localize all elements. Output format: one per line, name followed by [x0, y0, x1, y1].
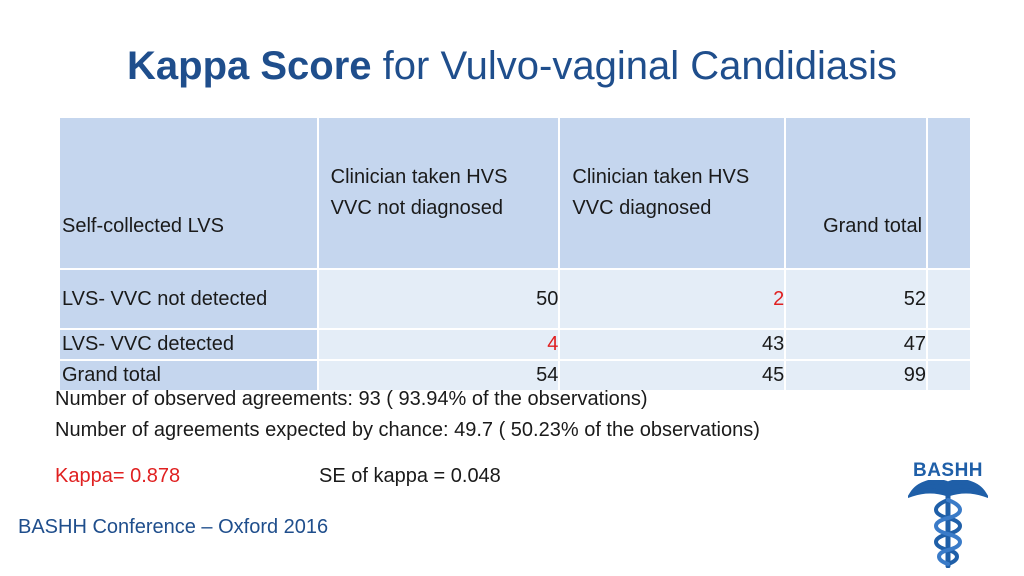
cell-empty [927, 329, 972, 361]
header-self-collected: Self-collected LVS [60, 118, 319, 270]
logo-text: BASHH [912, 460, 984, 481]
caduceus-icon [908, 480, 988, 568]
title-bold: Kappa Score [127, 44, 372, 88]
slide-title: Kappa Score for Vulvo-vaginal Candidiasi… [0, 44, 1024, 89]
se-kappa-value: SE of kappa = 0.048 [319, 465, 501, 487]
observed-agreements: Number of observed agreements: 93 ( 93.9… [55, 388, 648, 410]
row-label: LVS- VVC not detected [60, 269, 319, 330]
agreement-stats: Number of observed agreements: 93 ( 93.9… [55, 384, 760, 446]
kappa-value: Kappa= 0.878 [55, 465, 181, 487]
cell-value: 47 [785, 329, 929, 361]
header-vvc-not-diagnosed: Clinician taken HVS VVC not diagnosed [317, 118, 561, 270]
footer-conference: BASHH Conference – Oxford 2016 [18, 516, 329, 538]
title-rest: for Vulvo-vaginal Candidiasis [371, 44, 897, 88]
table-row: LVS- VVC detected 4 43 47 [60, 329, 972, 361]
header-grand-total: Grand total [785, 118, 929, 270]
cell-value: 43 [559, 329, 787, 361]
cell-value: 54 [317, 360, 561, 392]
cell-value-highlight: 4 [317, 329, 561, 361]
cell-empty [927, 269, 972, 330]
cell-value: 99 [785, 360, 929, 392]
cell-value-highlight: 2 [559, 269, 787, 330]
row-label: Grand total [60, 360, 319, 392]
bashh-logo: BASHH [900, 460, 996, 570]
table-header-row: Self-collected LVS Clinician taken HVS V… [60, 118, 972, 270]
cell-empty [927, 360, 972, 392]
table-row: LVS- VVC not detected 50 2 52 [60, 269, 972, 330]
cell-value: 45 [559, 360, 787, 392]
kappa-table: Self-collected LVS Clinician taken HVS V… [60, 118, 972, 392]
cell-value: 52 [785, 269, 929, 330]
header-vvc-diagnosed: Clinician taken HVS VVC diagnosed [559, 118, 787, 270]
table-row: Grand total 54 45 99 [60, 360, 972, 392]
cell-value: 50 [317, 269, 561, 330]
expected-agreements: Number of agreements expected by chance:… [55, 419, 760, 441]
row-label: LVS- VVC detected [60, 329, 319, 361]
header-empty [927, 118, 972, 270]
